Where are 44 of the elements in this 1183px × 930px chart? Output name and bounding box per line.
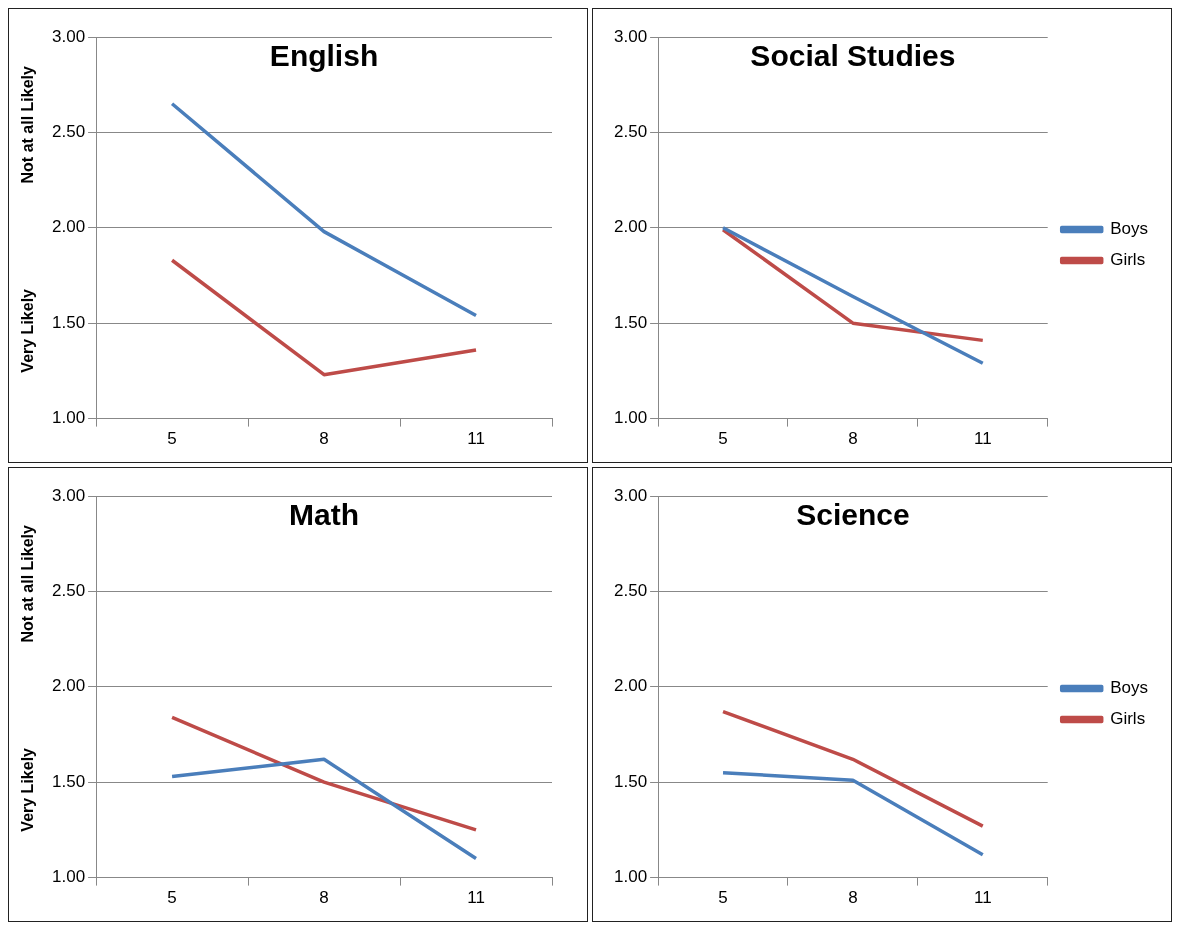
y-tick-label: 2.00 bbox=[51, 676, 86, 696]
y-tick-label: 2.00 bbox=[613, 676, 648, 696]
y-tick-label: 1.00 bbox=[613, 867, 648, 887]
y-axis-title: Not at all Likely bbox=[19, 65, 37, 184]
legend-label: Boys bbox=[1110, 219, 1148, 239]
x-tick-label: 11 bbox=[973, 888, 992, 908]
x-tick-label: 5 bbox=[718, 429, 728, 449]
y-tick-label: 3.00 bbox=[51, 26, 86, 46]
y-tick-label: 2.50 bbox=[613, 581, 648, 601]
chart-title: Math bbox=[289, 498, 360, 532]
text: Very Likely bbox=[19, 288, 37, 373]
y-tick-label: 1.50 bbox=[613, 771, 648, 791]
x-tick-label: 5 bbox=[718, 888, 728, 908]
y-tick-label: 3.00 bbox=[613, 485, 648, 505]
y-tick-label: 1.00 bbox=[51, 867, 86, 887]
legend-label: Boys bbox=[1110, 678, 1148, 698]
y-tick-label: 1.00 bbox=[51, 408, 86, 428]
chart-title: English bbox=[269, 39, 379, 73]
x-tick-label: 8 bbox=[848, 888, 858, 908]
chart-title: Social Studies bbox=[750, 39, 956, 73]
legend-label: Girls bbox=[1110, 709, 1146, 729]
y-tick-label: 2.50 bbox=[613, 122, 648, 142]
y-tick-label: 2.50 bbox=[51, 122, 86, 142]
x-tick-label: 8 bbox=[848, 429, 858, 449]
y-axis-title: Not at all Likely bbox=[19, 524, 37, 643]
text: Very Likely bbox=[19, 747, 37, 832]
y-tick-label: 2.00 bbox=[51, 217, 86, 237]
y-tick-label: 2.50 bbox=[51, 581, 86, 601]
x-tick-label: 11 bbox=[973, 429, 992, 449]
x-tick-label: 5 bbox=[167, 429, 177, 449]
y-tick-label: 1.50 bbox=[51, 312, 86, 332]
x-tick-label: 11 bbox=[467, 429, 485, 449]
x-tick-label: 5 bbox=[167, 888, 177, 908]
y-tick-label: 1.50 bbox=[613, 312, 648, 332]
y-tick-label: 3.00 bbox=[613, 26, 648, 46]
legend-label: Girls bbox=[1110, 250, 1146, 270]
y-tick-label: 1.50 bbox=[51, 771, 86, 791]
x-tick-label: 8 bbox=[319, 429, 329, 449]
y-tick-label: 2.00 bbox=[613, 217, 648, 237]
y-tick-label: 1.00 bbox=[613, 408, 648, 428]
y-tick-label: 3.00 bbox=[51, 485, 86, 505]
chart-title: Science bbox=[796, 498, 910, 532]
x-tick-label: 11 bbox=[467, 888, 485, 908]
x-tick-label: 8 bbox=[319, 888, 329, 908]
